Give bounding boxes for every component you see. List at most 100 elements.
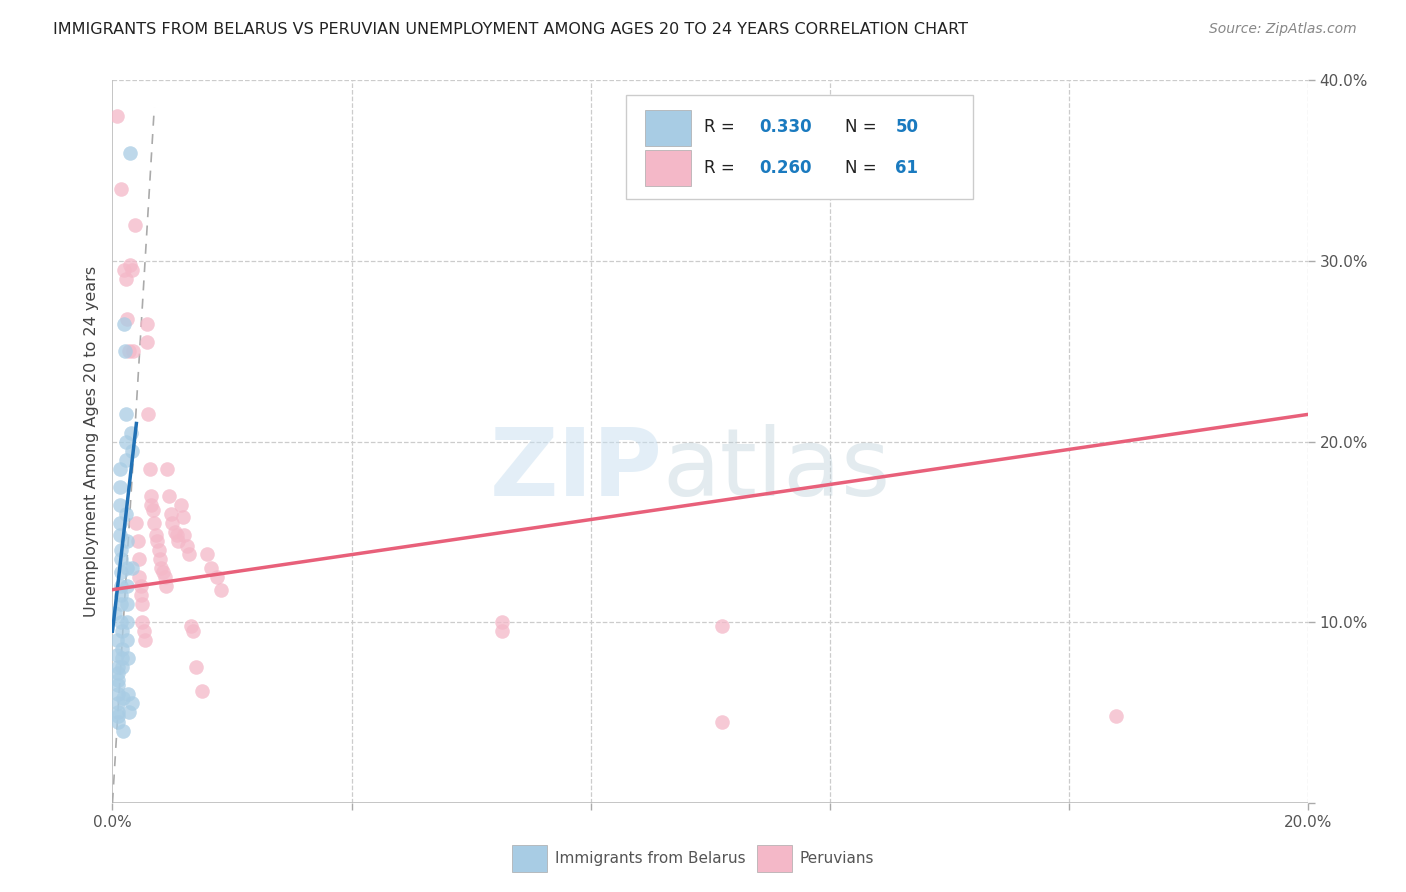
Point	[110, 579, 132, 593]
Point	[121, 443, 143, 458]
Point	[129, 588, 152, 602]
Point	[156, 461, 179, 475]
Point	[200, 561, 222, 575]
Point	[181, 624, 204, 639]
Point	[111, 660, 134, 674]
Point	[141, 489, 163, 503]
Point	[110, 516, 132, 530]
Point	[117, 633, 139, 648]
Point	[117, 615, 139, 630]
Text: 0.260: 0.260	[759, 160, 811, 178]
Point	[180, 619, 202, 633]
Point	[209, 582, 232, 597]
Point	[111, 691, 134, 706]
Point	[104, 606, 127, 620]
Point	[134, 633, 156, 648]
Point	[121, 561, 143, 575]
Text: 50: 50	[896, 119, 918, 136]
Point	[150, 561, 173, 575]
Point	[110, 498, 132, 512]
Point	[108, 461, 131, 475]
Point	[205, 570, 228, 584]
Point	[138, 408, 160, 422]
Point	[114, 317, 135, 331]
Point	[110, 542, 132, 557]
Point	[115, 561, 138, 575]
Text: 0.330: 0.330	[759, 119, 811, 136]
Point	[117, 597, 139, 611]
FancyBboxPatch shape	[756, 846, 793, 872]
Point	[176, 539, 198, 553]
Point	[107, 687, 129, 701]
Point	[107, 665, 129, 680]
Point	[132, 624, 155, 639]
Point	[143, 516, 166, 530]
Text: Source: ZipAtlas.com: Source: ZipAtlas.com	[1209, 22, 1357, 37]
Point	[105, 648, 128, 662]
Point	[114, 434, 136, 449]
Point	[115, 533, 138, 548]
Point	[141, 498, 163, 512]
Point	[711, 714, 734, 729]
Point	[125, 516, 148, 530]
Point	[142, 503, 165, 517]
Text: Peruvians: Peruvians	[800, 851, 875, 866]
Point	[146, 533, 169, 548]
Point	[157, 489, 180, 503]
Point	[108, 480, 131, 494]
Point	[117, 311, 139, 326]
FancyBboxPatch shape	[645, 150, 690, 186]
Y-axis label: Unemployment Among Ages 20 to 24 years: Unemployment Among Ages 20 to 24 years	[83, 266, 98, 617]
Point	[120, 425, 142, 440]
FancyBboxPatch shape	[645, 110, 690, 146]
Point	[131, 597, 153, 611]
Point	[155, 579, 177, 593]
Point	[131, 615, 153, 630]
Point	[128, 552, 150, 566]
Point	[110, 565, 132, 579]
Point	[491, 615, 513, 630]
Point	[160, 507, 183, 521]
Text: ZIP: ZIP	[489, 425, 662, 516]
Point	[117, 651, 139, 665]
Point	[122, 344, 145, 359]
Point	[173, 528, 195, 542]
Point	[128, 570, 150, 584]
Point	[111, 624, 134, 639]
Point	[136, 335, 159, 350]
Point	[111, 642, 134, 657]
Point	[491, 624, 513, 639]
Text: R =: R =	[704, 119, 740, 136]
Point	[105, 633, 128, 648]
Point	[105, 109, 128, 123]
Point	[186, 660, 208, 674]
Point	[153, 570, 176, 584]
Point	[121, 263, 143, 277]
FancyBboxPatch shape	[627, 95, 973, 200]
Text: Immigrants from Belarus: Immigrants from Belarus	[554, 851, 745, 866]
FancyBboxPatch shape	[512, 846, 547, 872]
Point	[107, 660, 129, 674]
Text: N =: N =	[845, 119, 882, 136]
Point	[117, 687, 139, 701]
Point	[115, 452, 138, 467]
Point	[165, 524, 187, 539]
Point	[121, 697, 143, 711]
Text: 61: 61	[896, 160, 918, 178]
Point	[114, 263, 135, 277]
Point	[124, 218, 146, 232]
Point	[148, 542, 170, 557]
Point	[107, 678, 129, 692]
Point	[127, 533, 149, 548]
Point	[114, 272, 136, 286]
Point	[111, 723, 134, 738]
Point	[117, 706, 139, 720]
Point	[114, 344, 136, 359]
Point	[110, 615, 132, 630]
Point	[136, 317, 159, 331]
Point	[145, 528, 167, 542]
Point	[107, 697, 129, 711]
Point	[162, 516, 183, 530]
Point	[120, 258, 142, 272]
Text: N =: N =	[845, 160, 882, 178]
